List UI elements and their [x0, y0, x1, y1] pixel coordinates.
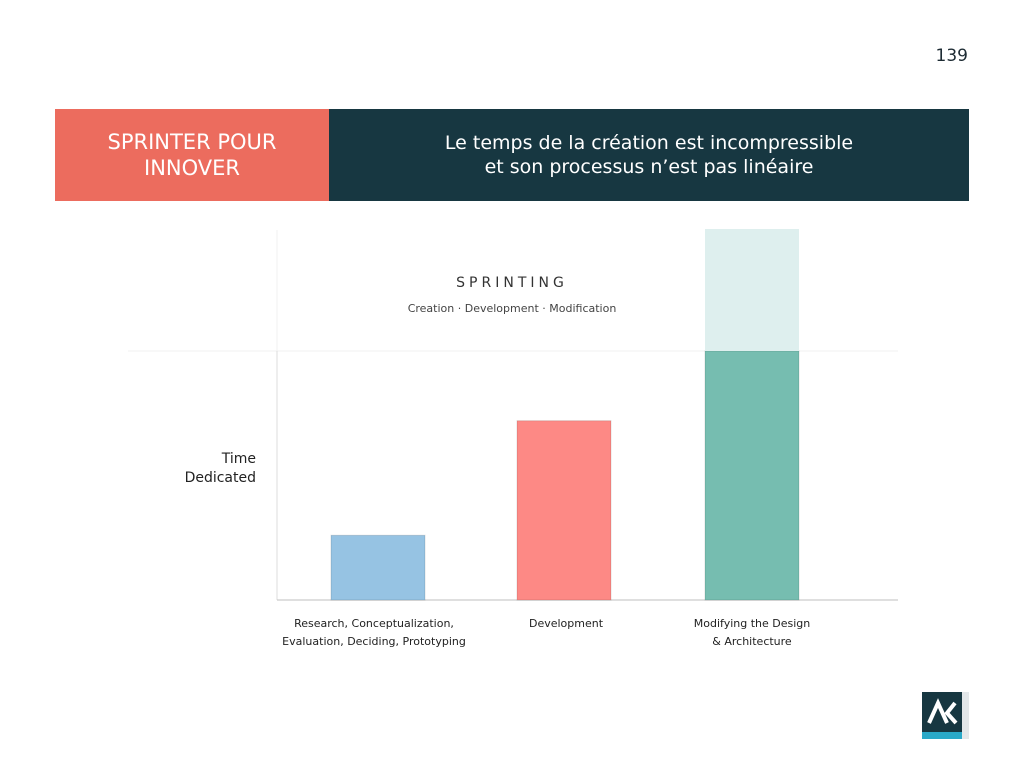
x-tick-label-modifying-line-1: Modifying the Design — [694, 617, 811, 630]
bar-research — [330, 534, 426, 601]
ak-logo-icon — [922, 692, 969, 739]
y-axis-label-line-1: Time — [221, 451, 256, 467]
bar-development — [516, 420, 612, 601]
bar-modifying-sprinting-extension — [705, 228, 799, 351]
bar-modifying — [704, 350, 800, 601]
banner-headline: Le temps de la création est incompressib… — [329, 109, 969, 201]
sprinting-annotation-subtitle: Creation · Development · Modification — [408, 302, 617, 315]
x-tick-label-research-line-1: Research, Conceptualization, — [294, 617, 454, 630]
banner-title-line-2: INNOVER — [144, 156, 240, 180]
banner-section-title: SPRINTER POUR INNOVER — [55, 109, 329, 201]
sprinting-annotation-title: SPRINTING — [456, 275, 568, 291]
bars-group — [330, 228, 800, 601]
y-axis-label-line-2: Dedicated — [185, 470, 256, 486]
banner-title-line-1: SPRINTER POUR — [107, 130, 277, 154]
x-tick-label-research-line-2: Evaluation, Deciding, Prototyping — [282, 635, 466, 648]
page-number: 139 — [935, 46, 968, 66]
x-tick-label-development: Development — [529, 617, 604, 630]
banner-headline-line-1: Le temps de la création est incompressib… — [444, 132, 854, 154]
x-tick-label-modifying-line-2: & Architecture — [712, 635, 792, 648]
banner-headline-line-2: et son processus n’est pas linéaire — [484, 156, 814, 178]
